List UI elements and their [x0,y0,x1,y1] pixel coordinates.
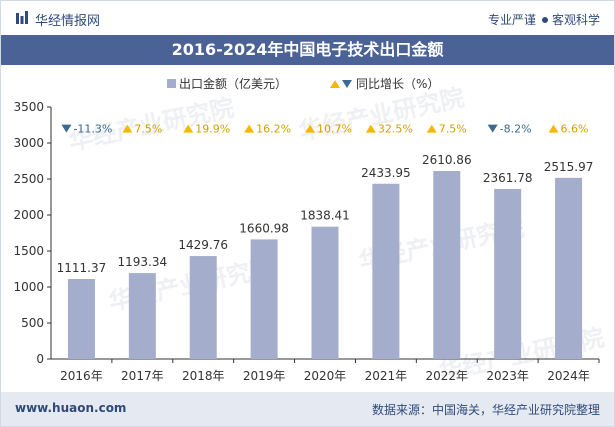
growth-down-triangle-icon [487,124,498,133]
bar-value-label: 2361.78 [483,171,533,185]
chart-plot: 华经产业研究院 华经产业研究院 华经产业研究院 华经产业研究院 华经产业研究院 … [13,76,606,386]
legend-bar-label: 出口金额（亿美元） [179,76,287,91]
growth-label: -8.2% [500,123,532,136]
growth-label: 7.5% [134,123,162,136]
y-tick-label: 1500 [13,244,44,258]
y-tick-label: 3500 [13,100,44,114]
growth-up-triangle-icon [244,124,255,133]
bar-value-label: 1111.37 [57,261,107,275]
watermark-text: 华经产业研究院 [296,84,466,146]
top-bar: 华经情报网 专业严谨 客观科学 [1,1,614,35]
bar-value-label: 1429.76 [178,238,228,252]
bar [311,226,339,359]
footer: www.huaon.com 数据来源：中国海关，华经产业研究院整理 [1,392,614,426]
tagline: 专业严谨 客观科学 [488,11,600,28]
brand-name: 华经情报网 [35,14,101,29]
x-tick-label: 2017年 [121,369,164,383]
bar-value-label: 2610.86 [422,153,472,167]
x-tick-label: 2022年 [426,369,469,383]
y-tick-label: 2000 [13,208,44,222]
growth-up-triangle-icon [365,124,376,133]
bar [555,177,583,359]
x-tick-label: 2018年 [182,369,225,383]
tagline-dot-icon [541,17,548,23]
bar [433,171,461,359]
y-tick-label: 0 [36,352,44,366]
bar-value-label: 1660.98 [239,221,289,235]
growth-down-triangle-icon [61,124,72,133]
x-tick-label: 2016年 [60,369,103,383]
growth-up-triangle-icon [426,124,437,133]
growth-label: -11.3% [73,123,112,136]
footer-source: 数据来源：中国海关，华经产业研究院整理 [371,403,600,417]
growth-up-triangle-icon [183,124,194,133]
bar-value-label: 2515.97 [544,160,594,174]
tagline-right: 客观科学 [551,13,600,27]
growth-up-triangle-icon [122,124,133,133]
growth-label: 32.5% [378,123,413,136]
growth-label: 6.6% [561,123,589,136]
growth-label: 10.7% [317,123,352,136]
bar [67,278,95,359]
bar [494,188,522,359]
x-tick-label: 2021年 [365,369,408,383]
bar [128,273,156,359]
growth-label: 7.5% [439,123,467,136]
brand-logo-icon [16,11,28,24]
chart-title: 2016-2024年中国电子技术出口金额 [171,40,444,59]
y-tick-label: 2500 [13,172,44,186]
legend-up-triangle-icon [330,80,340,88]
legend-bar-swatch [167,79,176,88]
legend: 出口金额（亿美元） 同比增长（%） [167,76,439,91]
bar-value-label: 2433.95 [361,166,411,180]
x-tick-label: 2020年 [304,369,347,383]
x-tick-label: 2023年 [486,369,529,383]
growth-label: 19.9% [195,123,230,136]
growth-up-triangle-icon [548,124,559,133]
bar-value-label: 1193.34 [118,255,168,269]
legend-down-triangle-icon [342,80,352,88]
growth-label: 16.2% [256,123,291,136]
x-tick-label: 2019年 [243,369,286,383]
bar [372,183,400,359]
tagline-left: 专业严谨 [487,13,536,27]
x-tick-label: 2024年 [547,369,590,383]
bar-value-label: 1838.41 [300,209,350,223]
footer-website: www.huaon.com [15,401,127,415]
growth-up-triangle-icon [305,124,315,133]
y-tick-label: 500 [21,316,44,330]
bar [189,256,217,359]
bar [250,239,278,359]
legend-growth-label: 同比增长（%） [356,77,439,91]
y-tick-label: 1000 [13,280,44,294]
y-tick-label: 3000 [13,136,44,150]
title-band: 2016-2024年中国电子技术出口金额 [1,35,614,65]
